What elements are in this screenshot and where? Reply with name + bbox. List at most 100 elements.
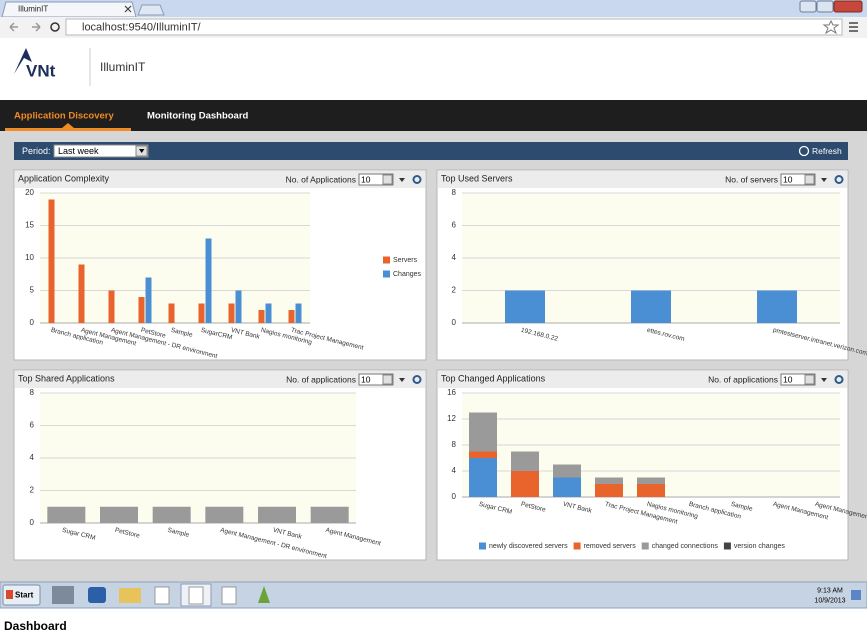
panel-title: Application Complexity bbox=[18, 173, 110, 183]
bar bbox=[100, 506, 138, 523]
y-tick-label: 16 bbox=[447, 388, 456, 397]
taskbar-app-icon bbox=[188, 586, 204, 605]
y-tick-label: 4 bbox=[452, 253, 457, 262]
settings-icon[interactable] bbox=[412, 375, 422, 384]
y-tick-label: 5 bbox=[30, 286, 35, 295]
bar-segment bbox=[511, 471, 539, 497]
clock-time: 9:13 AM bbox=[817, 587, 843, 594]
period-value: Last week bbox=[58, 146, 99, 156]
bar bbox=[145, 277, 152, 323]
count-select[interactable] bbox=[358, 373, 394, 386]
settings-icon[interactable] bbox=[412, 175, 422, 184]
tab-close[interactable] bbox=[124, 5, 132, 13]
taskbar-app[interactable] bbox=[119, 588, 141, 603]
bar bbox=[310, 506, 349, 523]
y-tick-label: 0 bbox=[30, 318, 35, 327]
bar bbox=[205, 238, 212, 323]
dropdown-caret[interactable] bbox=[821, 178, 827, 182]
bar bbox=[228, 303, 235, 323]
bar-segment bbox=[553, 464, 581, 478]
panel: Top Shared Applications No. of applicatio… bbox=[13, 369, 427, 561]
tray bbox=[728, 588, 808, 602]
count-select[interactable] bbox=[780, 173, 816, 186]
legend-swatch bbox=[383, 256, 390, 264]
reload-button[interactable] bbox=[50, 22, 60, 32]
legend-label: Servers bbox=[393, 257, 418, 264]
clock-date: 10/9/2013 bbox=[814, 597, 845, 604]
y-tick-label: 4 bbox=[452, 466, 457, 475]
maximize[interactable] bbox=[816, 0, 834, 13]
minimize[interactable] bbox=[799, 0, 817, 13]
select-arrow[interactable] bbox=[382, 374, 393, 385]
logo: VNt bbox=[26, 61, 56, 80]
y-tick-label: 20 bbox=[25, 188, 34, 197]
select-arrow[interactable] bbox=[804, 374, 815, 385]
refresh-button[interactable]: Refresh bbox=[812, 146, 842, 156]
count-value: 10 bbox=[361, 374, 371, 384]
y-tick-label: 15 bbox=[25, 221, 34, 230]
panels: Application Complexity No. of Application… bbox=[13, 169, 867, 561]
taskbar-app[interactable] bbox=[88, 587, 106, 603]
panel-header bbox=[15, 371, 425, 388]
close-window[interactable] bbox=[833, 0, 863, 13]
taskbar bbox=[0, 581, 867, 609]
panel-title: Top Used Servers bbox=[441, 173, 513, 183]
show-desktop[interactable] bbox=[851, 590, 861, 600]
bar bbox=[152, 506, 191, 523]
refresh-icon[interactable] bbox=[798, 145, 810, 157]
taskbar-app[interactable] bbox=[52, 586, 74, 604]
taskbar-app[interactable] bbox=[258, 586, 270, 603]
control-label: No. of applications bbox=[708, 374, 778, 384]
tab-title: IlluminIT bbox=[18, 5, 48, 14]
bar-segment bbox=[511, 451, 539, 471]
count-select[interactable] bbox=[358, 173, 394, 186]
nav-tab-active[interactable]: Application Discovery bbox=[14, 111, 114, 122]
y-tick-label: 2 bbox=[30, 486, 35, 495]
panel-header bbox=[15, 171, 425, 188]
panel-title: Top Shared Applications bbox=[18, 373, 115, 383]
panel: Application Complexity No. of Application… bbox=[13, 169, 427, 361]
y-tick-label: 6 bbox=[30, 421, 35, 430]
taskbar-app[interactable] bbox=[154, 586, 170, 605]
taskbar-app[interactable] bbox=[221, 586, 237, 605]
caption: Dashboard bbox=[4, 619, 67, 633]
y-tick-label: 10 bbox=[25, 253, 34, 262]
legend-label: version changes bbox=[734, 543, 785, 550]
dropdown-caret[interactable] bbox=[399, 378, 405, 382]
count-select[interactable] bbox=[780, 373, 816, 386]
bar bbox=[265, 303, 272, 323]
panel-header bbox=[438, 371, 847, 388]
y-tick-label: 4 bbox=[30, 453, 35, 462]
tab-bar bbox=[0, 0, 867, 17]
period-bar bbox=[14, 142, 848, 160]
select-arrow[interactable] bbox=[804, 174, 815, 185]
bar bbox=[168, 303, 175, 323]
y-tick-label: 8 bbox=[452, 188, 457, 197]
bar bbox=[48, 199, 55, 323]
bar-segment bbox=[469, 458, 497, 497]
bar bbox=[258, 506, 296, 523]
back-button[interactable] bbox=[9, 22, 18, 32]
bar bbox=[631, 290, 671, 323]
settings-icon[interactable] bbox=[834, 175, 844, 184]
dropdown-caret[interactable] bbox=[821, 378, 827, 382]
logo-mark bbox=[14, 48, 32, 74]
count-value: 10 bbox=[783, 174, 793, 184]
new-tab[interactable] bbox=[137, 4, 165, 16]
select-arrow[interactable] bbox=[382, 174, 393, 185]
menu-button[interactable] bbox=[849, 22, 858, 32]
period-select[interactable] bbox=[53, 144, 149, 158]
y-tick-label: 0 bbox=[452, 318, 457, 327]
nav-tab[interactable]: Monitoring Dashboard bbox=[147, 111, 249, 122]
nav-underline bbox=[5, 128, 131, 131]
legend-swatch bbox=[383, 270, 390, 278]
address-field[interactable] bbox=[65, 18, 843, 36]
control-label: No. of Applications bbox=[286, 174, 356, 184]
forward-button[interactable] bbox=[32, 22, 41, 32]
bookmark-star[interactable] bbox=[822, 19, 840, 35]
dropdown-caret[interactable] bbox=[399, 178, 405, 182]
settings-icon[interactable] bbox=[834, 375, 844, 384]
y-tick-label: 2 bbox=[452, 286, 457, 295]
period-label: Period: bbox=[22, 146, 51, 156]
